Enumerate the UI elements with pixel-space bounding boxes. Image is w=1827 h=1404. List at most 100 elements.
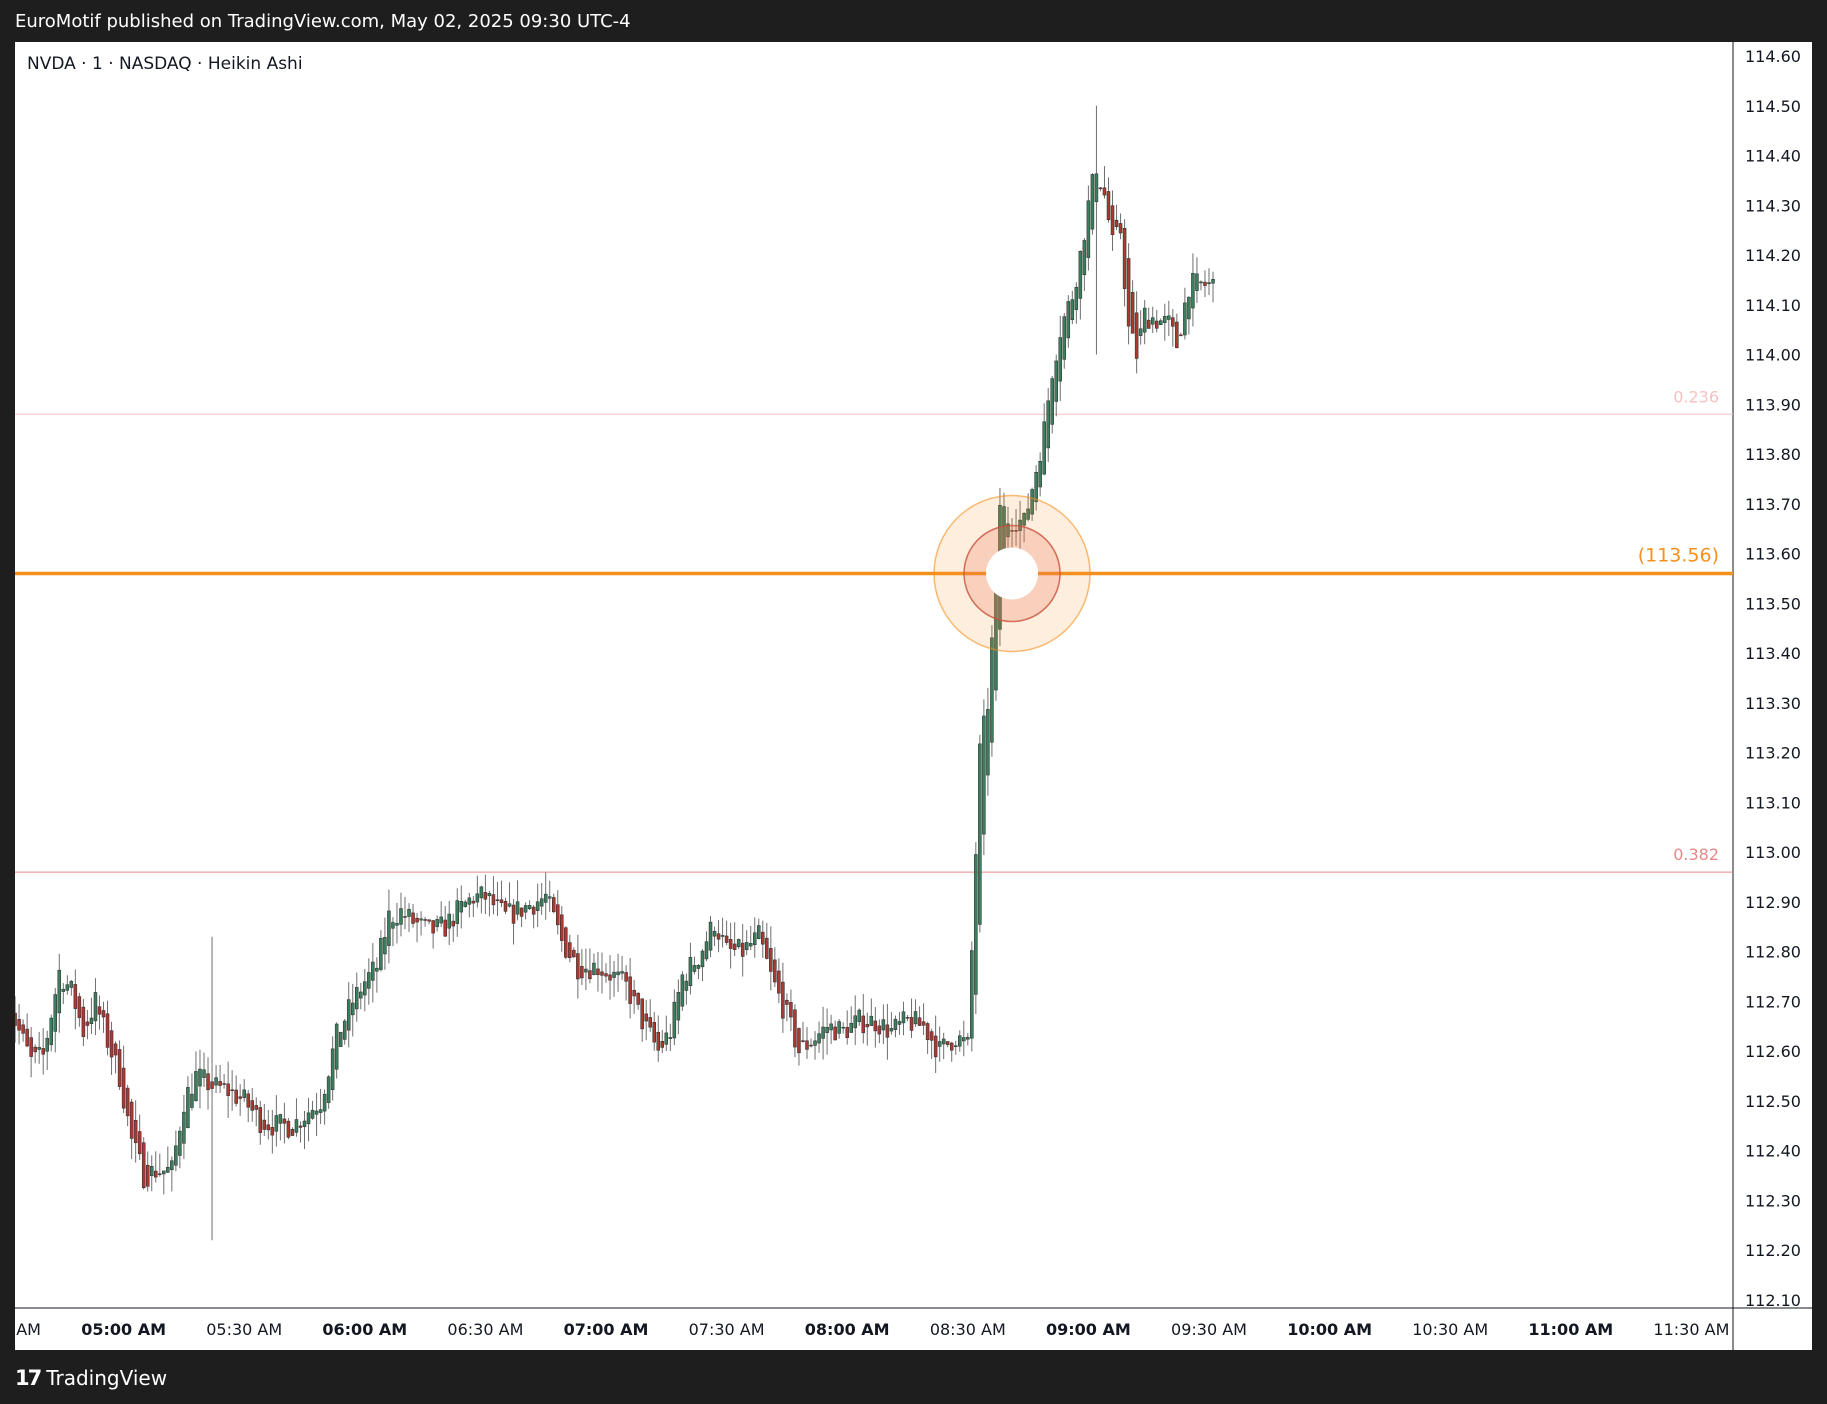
time-tick-label: 07:00 AM bbox=[564, 1320, 649, 1339]
candle-body-down bbox=[483, 892, 488, 900]
price-tick-label: 113.10 bbox=[1745, 793, 1801, 812]
candle bbox=[769, 926, 773, 991]
chart-pane[interactable]: 114.60 114.50 114.40 114.30 114.20 114.10 114.… bbox=[15, 42, 1812, 1350]
candle-body-down bbox=[724, 935, 729, 943]
candle bbox=[620, 956, 624, 980]
candle bbox=[1062, 313, 1067, 369]
candle-body-up bbox=[1086, 200, 1091, 258]
candle-body-down bbox=[1175, 321, 1179, 348]
candle bbox=[25, 1013, 29, 1048]
candle bbox=[656, 1015, 661, 1062]
candle bbox=[929, 1028, 934, 1060]
candle-body-down bbox=[471, 900, 476, 904]
candle-body-up bbox=[1187, 296, 1191, 320]
candle bbox=[572, 947, 576, 959]
price-tick-label: 112.90 bbox=[1745, 893, 1801, 912]
candle bbox=[230, 1070, 234, 1111]
candle bbox=[367, 958, 371, 1005]
candle bbox=[1038, 452, 1042, 497]
candle-body-down bbox=[113, 1043, 118, 1056]
price-tick-label: 112.60 bbox=[1745, 1042, 1801, 1061]
candle-body-up bbox=[174, 1145, 178, 1166]
candle-body-down bbox=[1126, 258, 1131, 327]
candle bbox=[773, 947, 777, 987]
candle-body-up bbox=[1163, 316, 1167, 323]
candle bbox=[660, 1030, 665, 1053]
candle bbox=[1034, 465, 1038, 511]
candle bbox=[1066, 295, 1071, 348]
candle bbox=[1150, 306, 1155, 333]
candle-body-down bbox=[624, 972, 628, 982]
candle-body-up bbox=[913, 1011, 918, 1025]
candle bbox=[797, 1027, 801, 1066]
candle-body-up bbox=[178, 1130, 182, 1156]
candle-body-up bbox=[202, 1069, 206, 1078]
candle bbox=[334, 1022, 339, 1079]
candle bbox=[491, 876, 496, 915]
candle bbox=[628, 957, 632, 1019]
price-chart[interactable]: 114.60 114.50 114.40 114.30 114.20 114.10 114.… bbox=[15, 42, 1812, 1350]
candle bbox=[925, 1021, 930, 1054]
candle bbox=[1142, 299, 1147, 345]
candle-body-down bbox=[716, 933, 721, 940]
candle bbox=[535, 883, 540, 927]
candle-body-down bbox=[877, 1025, 882, 1035]
candle bbox=[1050, 375, 1054, 434]
candle-body-down bbox=[588, 970, 592, 980]
candle-body-up bbox=[620, 971, 624, 974]
symbol-legend[interactable]: NVDA · 1 · NASDAQ · Heikin Ashi bbox=[27, 54, 303, 74]
candle-body-up bbox=[974, 854, 978, 995]
price-tick-label: 113.50 bbox=[1745, 594, 1801, 613]
candle-body-up bbox=[507, 903, 512, 907]
candle-body-down bbox=[495, 899, 500, 901]
candle-body-up bbox=[962, 1037, 966, 1042]
candle-body-down bbox=[929, 1031, 934, 1041]
candle bbox=[652, 1012, 656, 1051]
candle-body-down bbox=[101, 1010, 106, 1018]
candle bbox=[636, 992, 640, 1010]
candle-body-up bbox=[302, 1120, 307, 1127]
candle bbox=[109, 1021, 114, 1075]
candle-body-up bbox=[1042, 421, 1046, 475]
candle-body-down bbox=[21, 1024, 25, 1034]
candle bbox=[363, 968, 367, 1012]
candle bbox=[294, 1098, 299, 1137]
candle bbox=[190, 1073, 194, 1111]
candle-body-up bbox=[367, 972, 371, 989]
candle bbox=[1098, 187, 1103, 192]
candle-body-down bbox=[740, 942, 745, 957]
candle bbox=[672, 989, 677, 1046]
candle-body-up bbox=[616, 971, 620, 976]
candle-body-down bbox=[761, 931, 765, 945]
candle bbox=[41, 1027, 45, 1075]
candle-body-down bbox=[1130, 292, 1135, 334]
candle bbox=[435, 915, 439, 932]
candle bbox=[254, 1097, 259, 1127]
candle-body-up bbox=[978, 743, 982, 925]
candle bbox=[1102, 166, 1107, 199]
candle bbox=[174, 1130, 178, 1172]
candle bbox=[101, 1001, 106, 1033]
candle bbox=[359, 982, 363, 1010]
candle bbox=[632, 979, 636, 1014]
candle bbox=[531, 904, 536, 929]
candle-body-down bbox=[1154, 320, 1159, 329]
candle-body-down bbox=[833, 1026, 837, 1041]
candle-body-up bbox=[1195, 273, 1199, 291]
candle bbox=[592, 953, 596, 976]
candle bbox=[712, 926, 717, 946]
candle-body-down bbox=[286, 1120, 291, 1138]
candle bbox=[65, 975, 70, 995]
candle-body-up bbox=[700, 950, 705, 968]
candle-body-up bbox=[841, 1026, 845, 1029]
candle bbox=[282, 1102, 287, 1144]
candle bbox=[716, 920, 721, 953]
candle-body-up bbox=[1142, 307, 1147, 333]
candle-body-up bbox=[757, 925, 761, 939]
candle bbox=[551, 893, 556, 914]
candle bbox=[238, 1084, 242, 1116]
candle-body-down bbox=[290, 1128, 295, 1136]
tradingview-logo[interactable]: 17 TradingView bbox=[15, 1366, 167, 1390]
price-tick-label: 114.50 bbox=[1745, 97, 1801, 116]
price-tick-label: 113.60 bbox=[1745, 545, 1801, 564]
